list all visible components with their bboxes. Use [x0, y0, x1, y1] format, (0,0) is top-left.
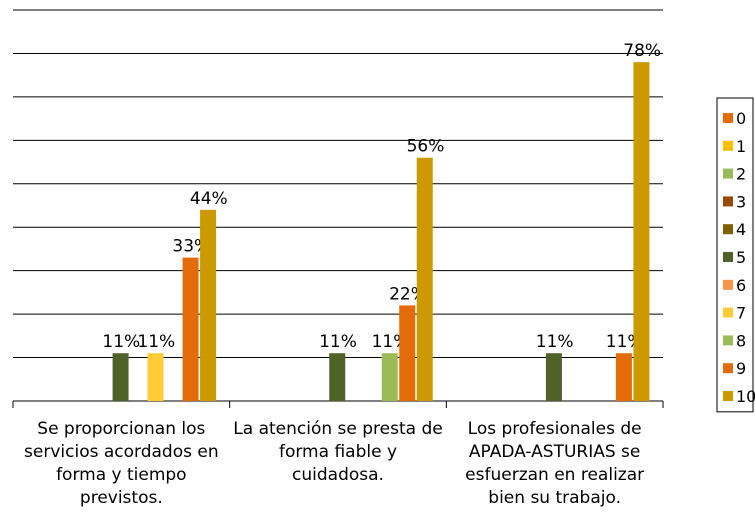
legend-label: 10	[736, 387, 755, 406]
bar	[112, 353, 129, 401]
bar	[182, 257, 199, 401]
data-label: 11%	[536, 332, 574, 352]
legend-swatch	[723, 196, 733, 207]
x-tick-label: Los profesionales de APADA-ASTURIAS se e…	[465, 419, 645, 508]
bar	[416, 157, 433, 401]
bar	[147, 353, 164, 401]
data-label: 11%	[319, 332, 357, 352]
legend-swatch	[723, 113, 733, 123]
bar	[633, 62, 650, 402]
legend-swatch	[723, 224, 733, 235]
bar	[545, 353, 562, 401]
bar	[399, 305, 416, 401]
data-label: 11%	[102, 332, 140, 352]
data-label: 44%	[190, 189, 228, 209]
data-label: 78%	[623, 41, 661, 61]
legend-swatch	[723, 252, 733, 262]
legend-label: 9	[736, 359, 746, 378]
legend-label: 6	[736, 276, 746, 295]
legend-swatch	[723, 140, 733, 151]
x-tick-label: Se proporcionan los servicios acordados …	[24, 419, 219, 508]
legend-label: 5	[736, 248, 746, 267]
legend-label: 1	[736, 137, 746, 156]
bar	[381, 353, 398, 401]
legend-swatch	[723, 363, 733, 374]
bar	[615, 353, 632, 401]
legend-swatch	[723, 168, 733, 179]
legend-swatch	[723, 335, 733, 346]
legend-label: 0	[736, 109, 746, 128]
bar	[200, 209, 217, 401]
legend-swatch	[723, 391, 733, 401]
legend-label: 8	[736, 331, 746, 350]
legend-label: 7	[736, 304, 746, 323]
legend-swatch	[723, 279, 733, 290]
legend-swatch	[723, 307, 733, 318]
data-label: 56%	[407, 137, 445, 157]
legend-label: 3	[736, 192, 746, 211]
data-label: 11%	[137, 332, 175, 352]
bar	[329, 353, 346, 401]
legend-label: 2	[736, 165, 746, 184]
x-tick-label: La atención se presta de forma fiable y …	[233, 419, 443, 485]
legend-box	[716, 97, 754, 413]
legend-label: 4	[736, 220, 746, 239]
